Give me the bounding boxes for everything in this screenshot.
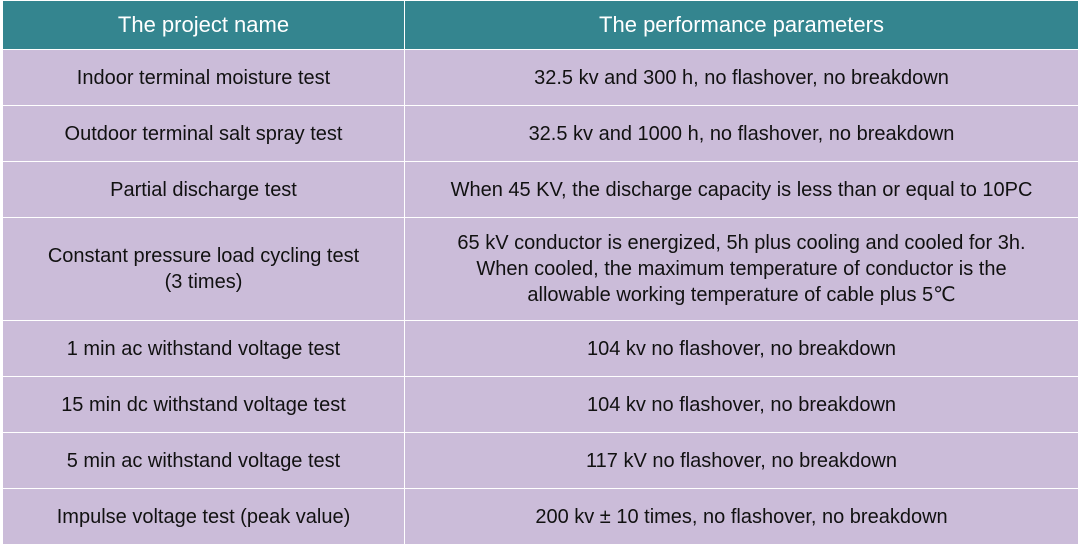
parameters-cell: 65 kV conductor is energized, 5h plus co…	[404, 217, 1079, 321]
parameters-cell: 104 kv no flashover, no breakdown	[404, 376, 1079, 433]
table-row: 1 min ac withstand voltage test 104 kv n…	[2, 320, 1079, 377]
parameters-cell: 104 kv no flashover, no breakdown	[404, 320, 1079, 377]
table-row: Partial discharge test When 45 KV, the d…	[2, 161, 1079, 218]
parameters-cell: 32.5 kv and 1000 h, no flashover, no bre…	[404, 105, 1079, 162]
project-name-cell: Indoor terminal moisture test	[2, 49, 405, 106]
project-name-cell: Impulse voltage test (peak value)	[2, 488, 405, 545]
project-name-cell: Constant pressure load cycling test (3 t…	[2, 217, 405, 321]
table-row: 5 min ac withstand voltage test 117 kV n…	[2, 432, 1079, 489]
parameters-cell: 200 kv ± 10 times, no flashover, no brea…	[404, 488, 1079, 545]
project-name-cell: 1 min ac withstand voltage test	[2, 320, 405, 377]
header-project-name: The project name	[2, 0, 405, 50]
parameters-cell: When 45 KV, the discharge capacity is le…	[404, 161, 1079, 218]
parameters-cell: 32.5 kv and 300 h, no flashover, no brea…	[404, 49, 1079, 106]
table-row: Outdoor terminal salt spray test 32.5 kv…	[2, 105, 1079, 162]
project-name-cell: 15 min dc withstand voltage test	[2, 376, 405, 433]
table-row: Impulse voltage test (peak value) 200 kv…	[2, 488, 1079, 545]
header-row: The project name The performance paramet…	[2, 0, 1079, 50]
header-performance-parameters: The performance parameters	[404, 0, 1079, 50]
parameters-cell: 117 kV no flashover, no breakdown	[404, 432, 1079, 489]
project-name-cell: 5 min ac withstand voltage test	[2, 432, 405, 489]
table-row: Indoor terminal moisture test 32.5 kv an…	[2, 49, 1079, 106]
project-name-cell: Partial discharge test	[2, 161, 405, 218]
table-row: Constant pressure load cycling test (3 t…	[2, 217, 1079, 321]
project-name-cell: Outdoor terminal salt spray test	[2, 105, 405, 162]
table-row: 15 min dc withstand voltage test 104 kv …	[2, 376, 1079, 433]
